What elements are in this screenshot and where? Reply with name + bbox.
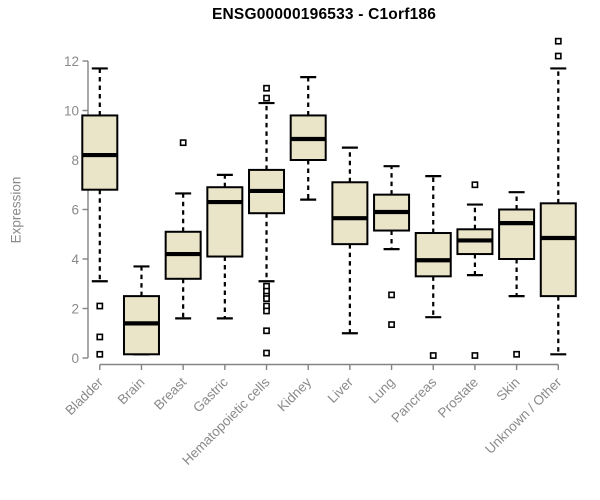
x-tick-label-prostate: Prostate bbox=[435, 375, 481, 421]
outlier-point bbox=[471, 181, 479, 189]
iqr-box bbox=[414, 232, 452, 278]
x-tick-label-breast: Breast bbox=[151, 374, 189, 412]
x-tick-label-gastric: Gastric bbox=[190, 374, 231, 415]
outlier-point bbox=[471, 352, 479, 359]
x-tick-label-liver: Liver bbox=[325, 374, 357, 406]
box-liver bbox=[331, 146, 369, 335]
x-tick-label-skin: Skin bbox=[494, 375, 523, 404]
box-pancreas bbox=[414, 174, 452, 359]
outlier-point bbox=[554, 52, 562, 60]
y-tick-label: 12 bbox=[64, 54, 79, 69]
y-tick-label: 4 bbox=[71, 252, 79, 267]
box-lung bbox=[373, 165, 411, 328]
outlier-point bbox=[263, 307, 270, 315]
x-tick-label-kidney: Kidney bbox=[275, 374, 315, 414]
outlier-point bbox=[96, 333, 104, 341]
y-tick-label: 0 bbox=[71, 351, 79, 366]
chart-title: ENSG00000196533 - C1orf186 bbox=[211, 6, 437, 23]
outlier-point bbox=[513, 350, 520, 358]
x-tick-label-bladder: Bladder bbox=[62, 374, 106, 418]
outlier-point bbox=[388, 291, 395, 299]
y-tick-label: 8 bbox=[71, 153, 79, 168]
outlier-point bbox=[429, 352, 437, 359]
y-tick-label: 10 bbox=[64, 103, 79, 118]
box-bladder bbox=[81, 67, 119, 358]
y-tick-label: 2 bbox=[71, 301, 79, 316]
box-unknown-other bbox=[539, 37, 577, 356]
x-tick-label-pancreas: Pancreas bbox=[388, 374, 439, 425]
x-tick-label-lung: Lung bbox=[366, 375, 398, 407]
box-breast bbox=[164, 139, 202, 320]
outlier-point bbox=[263, 94, 270, 102]
box-kidney bbox=[289, 75, 327, 201]
iqr-box bbox=[498, 208, 536, 260]
outlier-point bbox=[179, 139, 187, 147]
outlier-point bbox=[263, 327, 270, 335]
iqr-box bbox=[206, 186, 244, 258]
outlier-point bbox=[263, 84, 270, 92]
iqr-box bbox=[539, 202, 577, 298]
iqr-box bbox=[331, 181, 369, 246]
box-skin bbox=[498, 191, 536, 358]
outlier-point bbox=[263, 349, 270, 357]
x-tick-label-unknown-other: Unknown / Other bbox=[482, 374, 565, 457]
outlier-point bbox=[388, 321, 395, 328]
outlier-point bbox=[96, 350, 104, 358]
box-brain bbox=[122, 265, 160, 356]
x-tick-label-brain: Brain bbox=[115, 375, 148, 408]
outlier-point bbox=[554, 37, 562, 45]
y-tick-label: 6 bbox=[71, 202, 79, 217]
iqr-box bbox=[81, 114, 119, 191]
box-gastric bbox=[206, 173, 244, 320]
box-prostate bbox=[456, 181, 494, 359]
box-hematopoietic-cells bbox=[248, 84, 286, 357]
outlier-point bbox=[96, 302, 104, 310]
y-axis: 0 2 4 6 8 10 12 bbox=[64, 54, 89, 366]
outlier-point bbox=[263, 295, 270, 302]
